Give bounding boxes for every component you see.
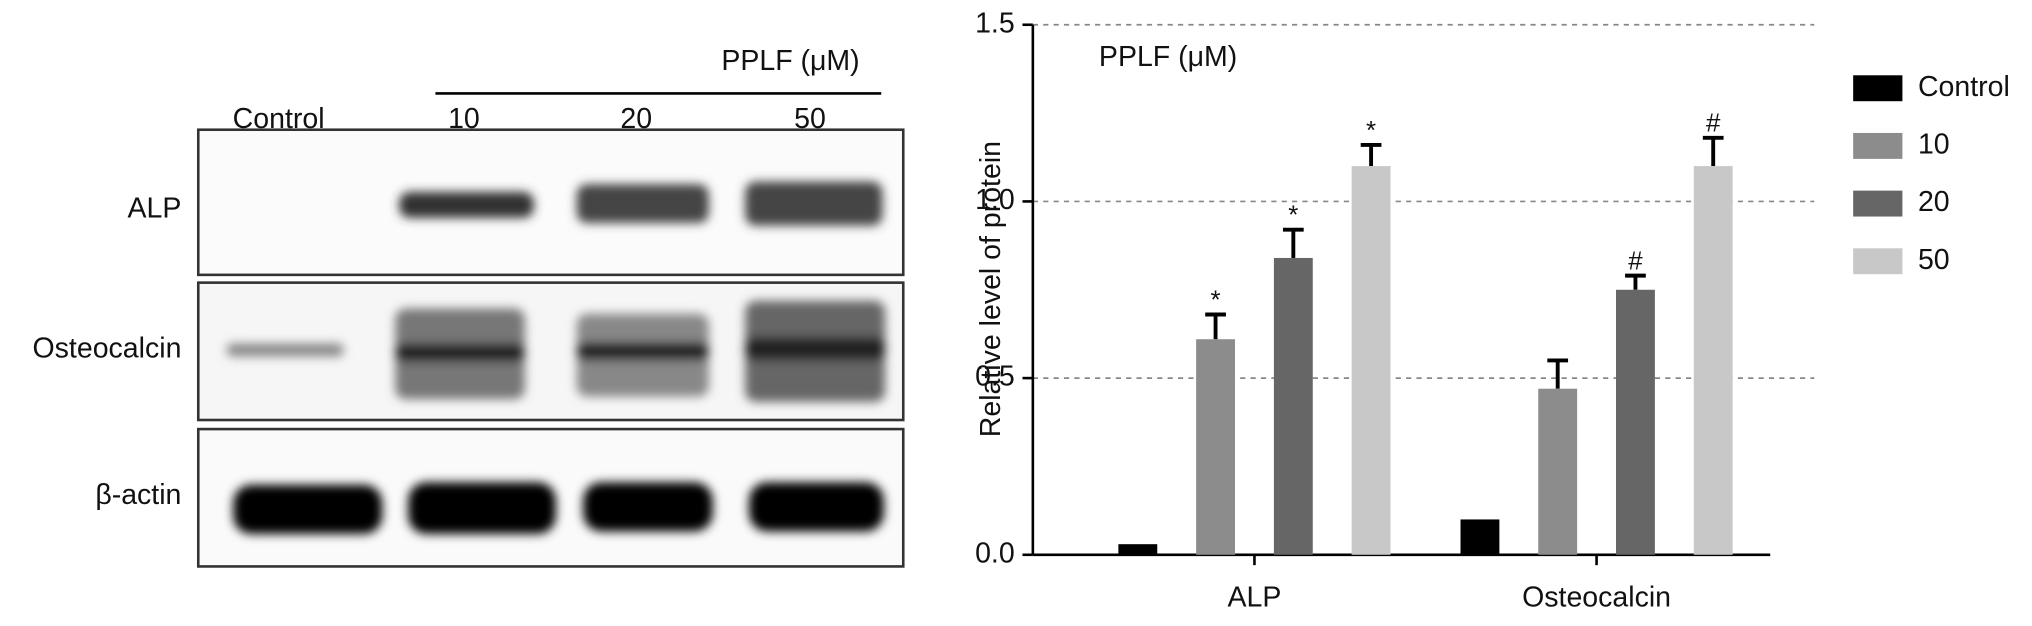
row-label: Osteocalcin (33, 333, 182, 365)
bar (1351, 166, 1391, 555)
bar (1460, 519, 1500, 555)
row-label: ALP (128, 193, 182, 225)
bar-chart: 0.0 0.5 1.0 1.5 ALP * * * Osteocalcin # # Control 10… (975, 7, 2010, 613)
bar (1196, 339, 1236, 555)
legend-swatch (1853, 75, 1903, 102)
y-tick-label: 0.5 (975, 361, 1015, 393)
y-axis-label: Relative level of protein (975, 141, 1007, 437)
blot-header: PPLF (μM) (721, 45, 859, 77)
chart-annotation: PPLF (μM) (1099, 41, 1237, 73)
legend-label: 20 (1918, 186, 1950, 218)
bar (1273, 257, 1313, 555)
bar (1616, 289, 1655, 555)
significance-marker: # (1628, 248, 1643, 276)
y-tick-label: 0.0 (975, 537, 1015, 569)
legend-swatch (1853, 190, 1903, 217)
legend-label: 10 (1918, 128, 1950, 160)
y-tick-label: 1.0 (975, 184, 1015, 216)
x-tick-label: ALP (1228, 581, 1282, 613)
bar (1538, 388, 1578, 555)
bands (226, 181, 886, 535)
western-blot: PPLF (μM) Control 10 20 50 ALP Osteocalc… (33, 45, 905, 568)
significance-marker: * (1288, 202, 1298, 230)
y-tick-label: 1.5 (975, 7, 1015, 39)
bar (1693, 166, 1733, 555)
legend-label: 50 (1918, 244, 1950, 276)
x-tick-label: Osteocalcin (1522, 581, 1671, 613)
bar (1118, 544, 1158, 555)
significance-marker: * (1366, 117, 1376, 145)
row-label: β-actin (95, 479, 181, 511)
legend-swatch (1853, 132, 1903, 159)
legend-swatch (1853, 248, 1903, 275)
legend-label: Control (1918, 71, 2010, 103)
significance-marker: # (1706, 110, 1721, 138)
significance-marker: * (1211, 286, 1221, 314)
